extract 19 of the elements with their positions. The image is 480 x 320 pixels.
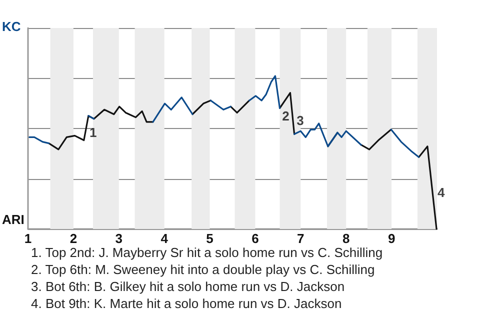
x-tick-label: 1	[24, 231, 32, 246]
x-tick-label: 5	[206, 231, 214, 246]
text: 2. Top 6th: M. Sweeney hit into a double play vs C. Schilling	[31, 262, 375, 277]
annotation: 3	[296, 112, 304, 128]
annotation: 4	[438, 184, 446, 200]
x-tick-label: 7	[297, 231, 304, 246]
annotation: 2	[282, 108, 290, 124]
text: KC	[2, 19, 22, 34]
x-tick-label: 9	[388, 231, 396, 246]
text: ARI	[2, 212, 24, 227]
x-tick-label: 8	[342, 231, 350, 246]
x-tick-label: 6	[252, 231, 259, 246]
text: 1. Top 2nd: J. Mayberry Sr hit a solo home run vs C. Schilling	[31, 245, 383, 260]
annotation: 1	[89, 125, 97, 140]
x-tick-label: 2	[70, 231, 78, 246]
text: 4. Bot 9th: K. Marte hit a solo home run vs D. Jackson	[31, 296, 342, 311]
x-tick-label: 4	[160, 231, 169, 246]
x-tick-label: 3	[115, 231, 123, 246]
text: 3. Bot 6th: B. Gilkey hit a solo home run vs D. Jackson	[31, 279, 345, 294]
